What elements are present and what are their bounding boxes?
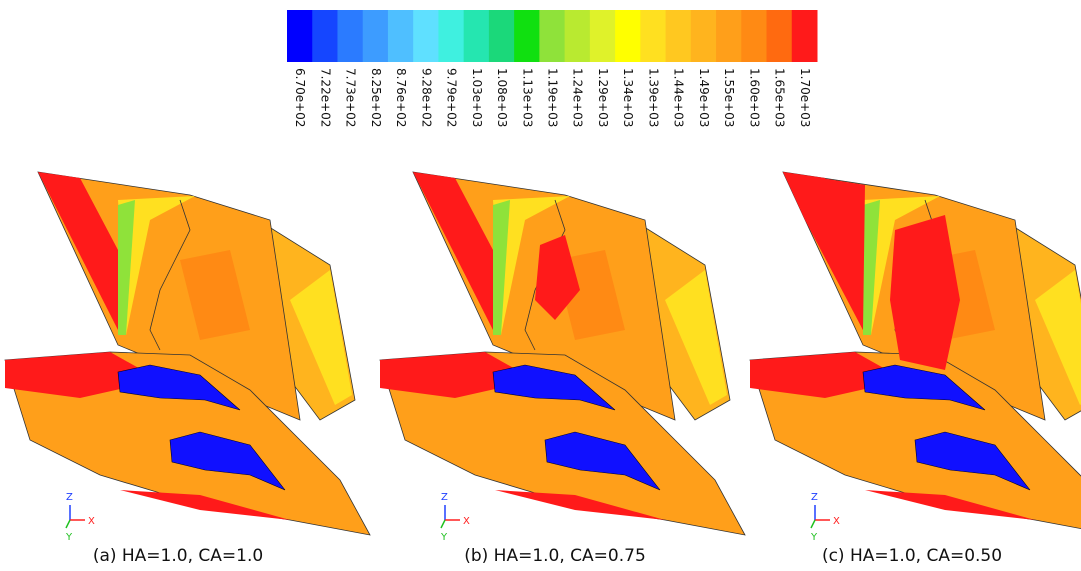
color-swatch	[514, 10, 540, 62]
axis-label: X	[463, 516, 470, 527]
axis-label: Y	[440, 532, 448, 543]
axis-label: Y	[810, 532, 818, 543]
axis-label: X	[833, 516, 840, 527]
panel: Z X Y (b) HA=1.0, CA=0.75	[379, 171, 746, 566]
axis-label: Z	[811, 492, 818, 503]
caption: (a) HA=1.0, CA=1.0	[93, 546, 263, 566]
color-swatch	[791, 10, 818, 62]
colorbar-label: 1.24e+03	[571, 68, 585, 127]
colorbar-label: 1.55e+03	[722, 68, 736, 127]
color-swatch	[640, 10, 667, 62]
axis-label: Y	[65, 532, 73, 543]
colorbar-label: 1.44e+03	[672, 68, 686, 127]
colorbar-label: 6.70e+02	[293, 68, 307, 127]
panel: Z X Y (a) HA=1.0, CA=1.0	[4, 171, 371, 566]
caption: (b) HA=1.0, CA=0.75	[464, 546, 646, 566]
color-swatch	[463, 10, 490, 62]
colorbar: 6.70e+02 7.22e+02 7.73e+02 8.25e+02 8.76e+02…	[287, 10, 818, 127]
color-swatch	[337, 10, 364, 62]
colorbar-label: 1.34e+03	[621, 68, 635, 127]
color-swatch	[312, 10, 338, 62]
color-swatch	[665, 10, 692, 62]
color-swatch	[741, 10, 768, 62]
colorbar-label: 1.29e+03	[596, 68, 610, 127]
color-swatch	[539, 10, 566, 62]
colorbar-label: 9.79e+02	[445, 68, 459, 127]
panel: Z X Y (c) HA=1.0, CA=0.50	[749, 171, 1081, 566]
colorbar-label: 1.19e+03	[546, 68, 560, 127]
colorbar-label: 1.08e+03	[495, 68, 509, 127]
color-swatch	[287, 10, 313, 62]
colorbar-label: 8.25e+02	[369, 68, 383, 127]
colorbar-label: 9.28e+02	[419, 68, 433, 127]
colorbar-label: 7.22e+02	[318, 68, 332, 127]
axis-label: Z	[66, 492, 73, 503]
caption: (c) HA=1.0, CA=0.50	[822, 546, 1002, 566]
color-swatch	[362, 10, 389, 62]
color-swatch	[589, 10, 616, 62]
colorbar-label: 1.03e+03	[470, 68, 484, 127]
axis-label: Z	[441, 492, 448, 503]
colorbar-label: 1.70e+03	[798, 68, 812, 127]
color-swatch	[413, 10, 439, 62]
colorbar-label: 1.49e+03	[697, 68, 711, 127]
color-swatch	[615, 10, 641, 62]
colorbar-label: 1.13e+03	[520, 68, 534, 127]
colorbar-label: 1.60e+03	[747, 68, 761, 127]
color-swatch	[387, 10, 414, 62]
color-swatch	[564, 10, 591, 62]
colorbar-label: 8.76e+02	[394, 68, 408, 127]
color-swatch	[438, 10, 465, 62]
color-swatch	[690, 10, 717, 62]
color-swatch	[766, 10, 793, 62]
color-swatch	[716, 10, 742, 62]
color-swatch	[488, 10, 515, 62]
colorbar-label: 1.65e+03	[773, 68, 787, 127]
colorbar-label: 1.39e+03	[646, 68, 660, 127]
colorbar-label: 7.73e+02	[344, 68, 358, 127]
axis-label: X	[88, 516, 95, 527]
